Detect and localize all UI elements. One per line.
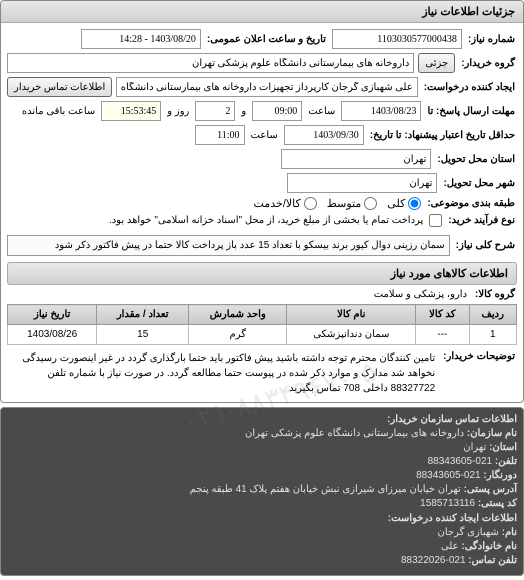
contact-title: اطلاعات تماس سازمان خریدار: [387, 414, 517, 425]
supplier-note-text: تامین کنندگان محترم توجه داشته باشید پیش… [7, 351, 435, 396]
deadline-date-input[interactable] [341, 101, 421, 121]
org-value: داروخانه های بیمارستانی دانشگاه علوم پزش… [245, 428, 464, 439]
number-input[interactable] [332, 29, 462, 49]
creator-name-value: شهبازی گرجان [438, 527, 499, 538]
cell-code: --- [416, 325, 469, 345]
cell-row: 1 [469, 325, 516, 345]
cell-qty: 15 [97, 325, 189, 345]
grading-radio-group: کلی متوسط کالا/خدمت [254, 197, 422, 210]
grading-medium-radio[interactable] [364, 197, 377, 210]
city-label: شهر محل تحویل: [441, 178, 517, 189]
validity-time-input[interactable] [195, 125, 245, 145]
buyer-group-input[interactable] [7, 53, 414, 73]
and-label: و [239, 106, 248, 117]
subject-label: شرح کلی نیاز: [454, 240, 517, 251]
creator-family-value: علی [441, 541, 459, 552]
province-input[interactable] [281, 149, 431, 169]
table-row[interactable]: 1 --- سمان دندانپزشکی گرم 15 1403/08/26 [8, 325, 517, 345]
contact-fax-label: دورنگار: [483, 470, 517, 481]
deadline-label: مهلت ارسال پاسخ: تا [425, 106, 517, 117]
announce-input[interactable] [81, 29, 201, 49]
process-checkbox[interactable] [429, 214, 442, 227]
cell-date: 1403/08/26 [8, 325, 97, 345]
creator-input[interactable] [116, 77, 417, 97]
city-input[interactable] [287, 173, 437, 193]
contact-phone-label: تلفن: [495, 456, 517, 467]
creator-name-label: نام: [502, 527, 517, 538]
org-label: نام سازمان: [467, 428, 517, 439]
validity-date-input[interactable] [284, 125, 364, 145]
process-value: پرداخت تمام یا بخشی از مبلغ خرید، از محل… [7, 215, 425, 226]
creator-title: اطلاعات ایجاد کننده درخواست: [388, 513, 517, 524]
deadline-time-input[interactable] [252, 101, 302, 121]
items-table: ردیف کد کالا نام کالا واحد شمارش تعداد /… [7, 304, 517, 345]
contact-panel: اطلاعات تماس سازمان خریدار: نام سازمان: … [0, 407, 524, 576]
item-group-value: دارو، پزشکی و سلامت [372, 289, 469, 300]
item-group-label: گروه کالا: [473, 289, 517, 300]
col-date: تاریخ نیاز [8, 305, 97, 325]
contact-fax-value: 021-88343605 [416, 470, 481, 481]
buyer-group-detail-button[interactable]: جزئی [418, 53, 455, 73]
grading-partial-radio[interactable] [304, 197, 317, 210]
grading-medium-label: متوسط [327, 197, 362, 210]
contact-province-value: تهران [463, 442, 486, 453]
contact-postal-label: کد پستی: [478, 498, 517, 509]
col-qty: تعداد / مقدار [97, 305, 189, 325]
creator-family-label: نام خانوادگی: [461, 541, 517, 552]
col-code: کد کالا [416, 305, 469, 325]
time-remaining-input [101, 101, 161, 121]
items-section-title: اطلاعات کالاهای مورد نیاز [7, 262, 517, 285]
days-remaining-input[interactable] [195, 101, 235, 121]
buyer-contact-button[interactable]: اطلاعات تماس خریدار [7, 77, 112, 97]
contact-phone-value: 021-88343605 [428, 456, 493, 467]
contact-address-label: آدرس پستی: [464, 484, 517, 495]
province-label: استان محل تحویل: [435, 154, 517, 165]
grading-all-radio[interactable] [408, 197, 421, 210]
creator-phone-label: تلفن تماس: [468, 555, 517, 566]
validity-label: حداقل تاریخ اعتبار پیشنهاد: تا تاریخ: [368, 130, 517, 141]
contact-address-value: تهران خیابان میرزای شیرازی نبش خیابان هف… [190, 484, 461, 495]
main-panel-header: جزئیات اطلاعات نیاز [1, 1, 523, 23]
supplier-note-label: توضیحات خریدار: [441, 351, 517, 396]
number-label: شماره نیاز: [466, 34, 517, 45]
process-label: نوع فرآیند خرید: [446, 215, 517, 226]
col-name: نام کالا [287, 305, 416, 325]
grading-partial-label: کالا/خدمت [254, 197, 301, 210]
buyer-group-label: گروه خریدار: [459, 58, 517, 69]
col-unit: واحد شمارش [189, 305, 287, 325]
grading-all-label: کلی [387, 197, 405, 210]
remaining-label: ساعت باقی مانده [20, 106, 97, 117]
time-label-1: ساعت [306, 106, 337, 117]
days-label: روز و [165, 106, 191, 117]
contact-province-label: استان: [489, 442, 517, 453]
subject-text: سمان رزینی دوال کیور برند بیسکو با تعداد… [7, 235, 450, 256]
grading-label: طبقه بندی موضوعی: [425, 198, 517, 209]
creator-label: ایجاد کننده درخواست: [422, 82, 517, 93]
cell-unit: گرم [189, 325, 287, 345]
announce-label: تاریخ و ساعت اعلان عمومی: [205, 34, 328, 45]
time-label-2: ساعت [249, 130, 280, 141]
creator-phone-value: 021-88322026 [401, 555, 466, 566]
col-row: ردیف [469, 305, 516, 325]
cell-name: سمان دندانپزشکی [287, 325, 416, 345]
contact-postal-value: 1585713116 [420, 498, 475, 509]
